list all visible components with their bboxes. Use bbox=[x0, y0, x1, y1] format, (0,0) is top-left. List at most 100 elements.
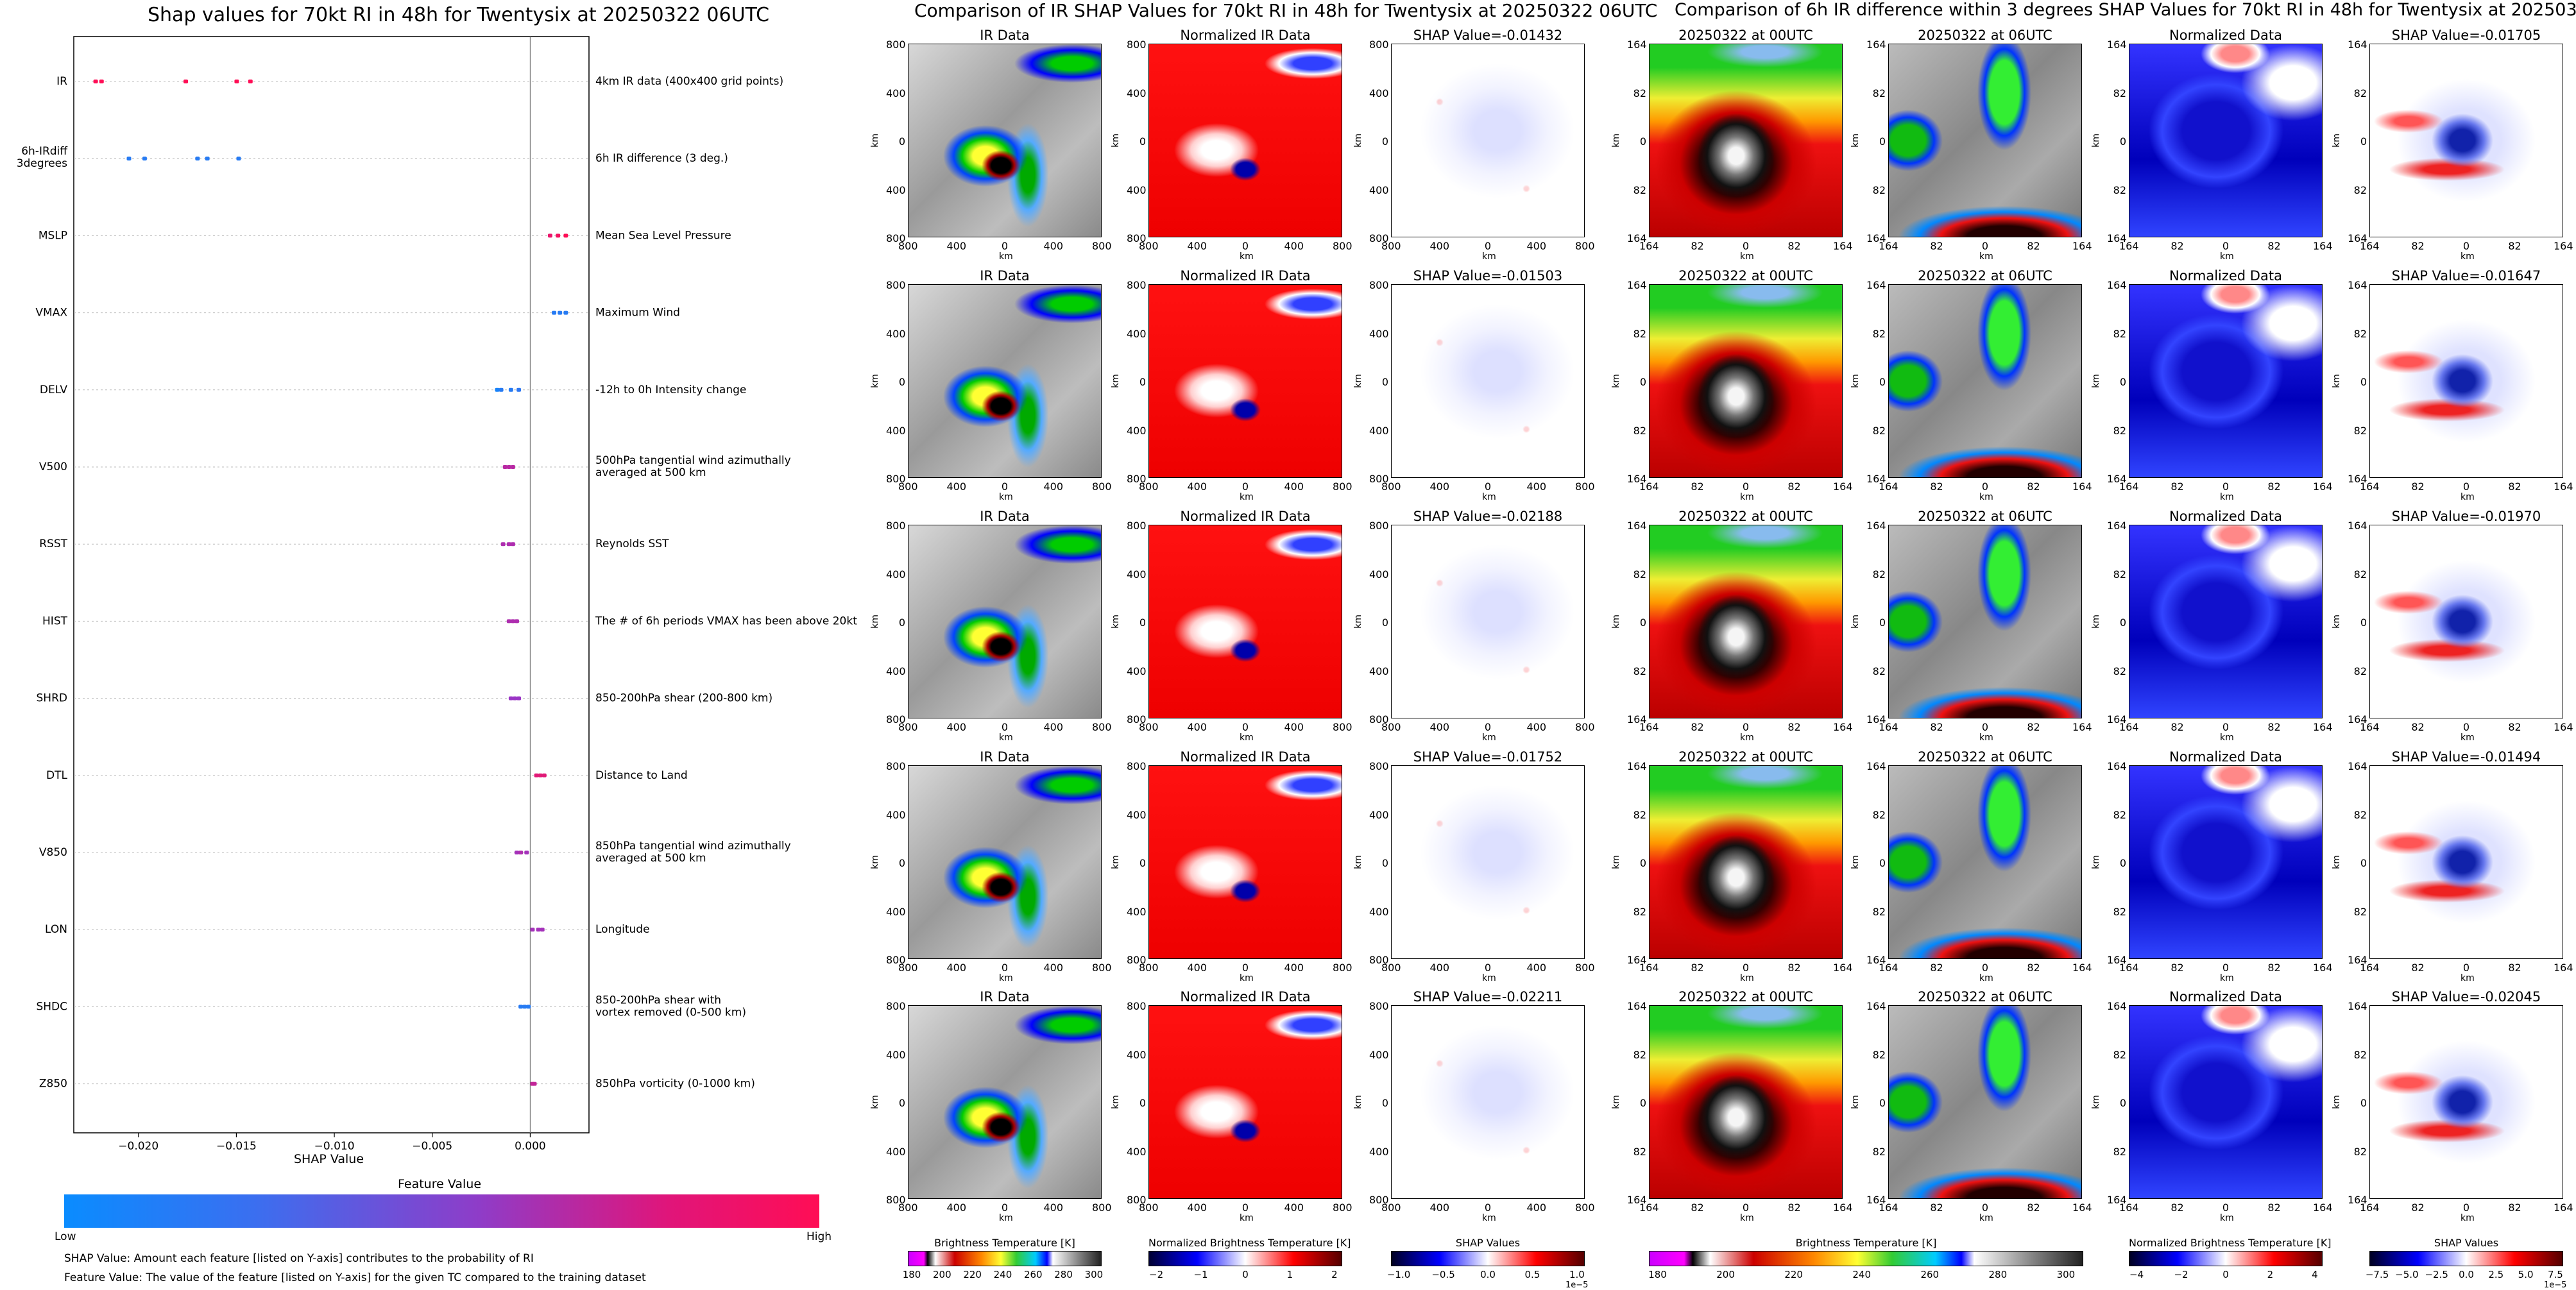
y-tick-label: 0 bbox=[1879, 1097, 1886, 1109]
colorbar-high-label: High bbox=[806, 1230, 832, 1243]
feature-name-label: RSST bbox=[39, 538, 67, 550]
y-tick-label: 800 bbox=[1127, 954, 1147, 966]
colorbar-label: SHAP Values bbox=[2434, 1237, 2499, 1249]
shap-point bbox=[506, 465, 511, 469]
x-tick-label: 82 bbox=[2267, 1201, 2281, 1214]
x-axis-label: km bbox=[1482, 492, 1496, 502]
x-tick-label: 164 bbox=[2360, 240, 2380, 252]
y-tick-label: 164 bbox=[1627, 232, 1647, 244]
x-axis-label: km bbox=[2461, 492, 2475, 502]
x-axis-label: km bbox=[2461, 973, 2475, 983]
x-axis-label: km bbox=[1740, 973, 1754, 983]
x-tick-label: 0 bbox=[2222, 962, 2230, 974]
y-axis-label: km bbox=[1610, 1095, 1621, 1109]
x-tick-label: 400 bbox=[1429, 962, 1450, 974]
x-tick-label: 164 bbox=[2313, 721, 2333, 733]
x-tick-label: 800 bbox=[1092, 240, 1112, 252]
image-panel bbox=[2369, 44, 2563, 237]
x-tick-label: 164 bbox=[2072, 240, 2092, 252]
x-tick-label: 800 bbox=[1381, 1201, 1401, 1214]
y-tick-label: 800 bbox=[1369, 1194, 1389, 1206]
y-tick-label: 164 bbox=[1627, 954, 1647, 966]
colorbar-tick-label: 220 bbox=[1784, 1269, 1803, 1280]
y-tick-label: 82 bbox=[2353, 1145, 2367, 1158]
x-axis-label: km bbox=[2220, 1213, 2234, 1223]
image-panel bbox=[2129, 44, 2323, 237]
y-tick-label: 0 bbox=[1139, 1097, 1146, 1109]
y-tick-label: 164 bbox=[1866, 38, 1886, 51]
y-tick-label: 800 bbox=[886, 1000, 906, 1012]
shap-point bbox=[93, 80, 98, 83]
y-tick-label: 82 bbox=[1633, 327, 1646, 340]
colorbar-tick-label: 2.5 bbox=[2488, 1269, 2504, 1280]
x-axis-label: km bbox=[1482, 973, 1496, 983]
y-axis-label: km bbox=[2331, 1095, 2342, 1109]
shap-point bbox=[530, 928, 535, 932]
x-tick-label: 164 bbox=[1879, 480, 1898, 493]
colorbar-exponent: 1e−5 bbox=[2544, 1280, 2567, 1290]
y-tick-label: 0 bbox=[1139, 135, 1146, 148]
x-tick-label: 0 bbox=[1484, 962, 1492, 974]
shap-point bbox=[540, 928, 545, 932]
y-tick-label: 800 bbox=[886, 954, 906, 966]
x-tick-label: 800 bbox=[898, 480, 918, 493]
y-tick-label: 82 bbox=[2113, 183, 2126, 196]
x-axis-label: km bbox=[1482, 251, 1496, 262]
colorbar-tick-label: 0 bbox=[1242, 1269, 1249, 1280]
x-tick-label: 82 bbox=[2027, 962, 2040, 974]
y-tick-label: 82 bbox=[2353, 665, 2367, 677]
panel-title: SHAP Value=-0.01647 bbox=[2391, 268, 2541, 284]
y-tick-label: 400 bbox=[1127, 183, 1147, 196]
y-tick-label: 82 bbox=[1633, 665, 1646, 677]
x-tick-label: 82 bbox=[2027, 1201, 2040, 1214]
x-tick-label: 82 bbox=[2411, 1201, 2425, 1214]
y-tick-label: 400 bbox=[1127, 905, 1147, 918]
x-tick-label: 0 bbox=[1981, 480, 1989, 493]
x-axis-label: km bbox=[2220, 492, 2234, 502]
y-tick-label: 0 bbox=[1139, 857, 1146, 869]
y-tick-label: 0 bbox=[2360, 857, 2367, 869]
x-tick-label: 82 bbox=[2027, 721, 2040, 733]
x-axis-label: km bbox=[1979, 733, 1993, 743]
x-tick-label: 0 bbox=[1241, 1201, 1249, 1214]
panel-title: SHAP Value=-0.01494 bbox=[2391, 749, 2541, 765]
x-tick-label: 800 bbox=[1381, 962, 1401, 974]
feature-note: Feature Value: The value of the feature … bbox=[64, 1271, 646, 1284]
panel-title: SHAP Value=-0.01432 bbox=[1413, 28, 1563, 43]
shap-point bbox=[512, 696, 517, 700]
colorbar-tick-label: 300 bbox=[2056, 1269, 2076, 1280]
y-axis-label: km bbox=[1850, 374, 1861, 388]
x-tick-label: 0 bbox=[1981, 1201, 1989, 1214]
y-tick-label: 82 bbox=[2113, 1145, 2126, 1158]
y-tick-label: 164 bbox=[2348, 1000, 2367, 1012]
y-tick-label: 82 bbox=[2113, 808, 2126, 821]
image-panel bbox=[1391, 44, 1585, 237]
y-tick-label: 0 bbox=[1879, 376, 1886, 388]
shap-point bbox=[506, 619, 511, 624]
y-tick-label: 0 bbox=[2119, 616, 2126, 629]
image-panel bbox=[2369, 765, 2563, 959]
feature-description-label: 6h IR difference (3 deg.) bbox=[595, 152, 728, 165]
shap-point bbox=[518, 1005, 524, 1009]
colorbar-tick-label: 240 bbox=[993, 1269, 1012, 1280]
feature-description-label: The # of 6h periods VMAX has been above … bbox=[595, 615, 857, 627]
y-tick-label: 800 bbox=[1369, 279, 1389, 291]
y-axis-label: km bbox=[1352, 855, 1363, 869]
x-tick-label: 0 bbox=[1001, 480, 1009, 493]
x-tick-label: 0 bbox=[2222, 480, 2230, 493]
x-axis-label: km bbox=[1240, 733, 1254, 743]
x-tick-label: 800 bbox=[898, 240, 918, 252]
shap-point bbox=[518, 851, 524, 854]
shap-point bbox=[99, 80, 104, 83]
y-tick-label: 800 bbox=[886, 760, 906, 772]
panel-title: 20250322 at 00UTC bbox=[1678, 989, 1813, 1005]
x-axis-label: km bbox=[1979, 973, 1993, 983]
x-tick-label: 0 bbox=[1742, 1201, 1750, 1214]
y-tick-label: 164 bbox=[2348, 232, 2367, 244]
y-tick-label: 164 bbox=[2107, 520, 2127, 532]
x-tick-label: 82 bbox=[1930, 962, 1943, 974]
y-tick-label: 400 bbox=[1369, 424, 1389, 437]
x-tick-label: 164 bbox=[2313, 1201, 2333, 1214]
colorbar-tick-label: 220 bbox=[963, 1269, 982, 1280]
x-tick-label: 800 bbox=[1139, 240, 1159, 252]
